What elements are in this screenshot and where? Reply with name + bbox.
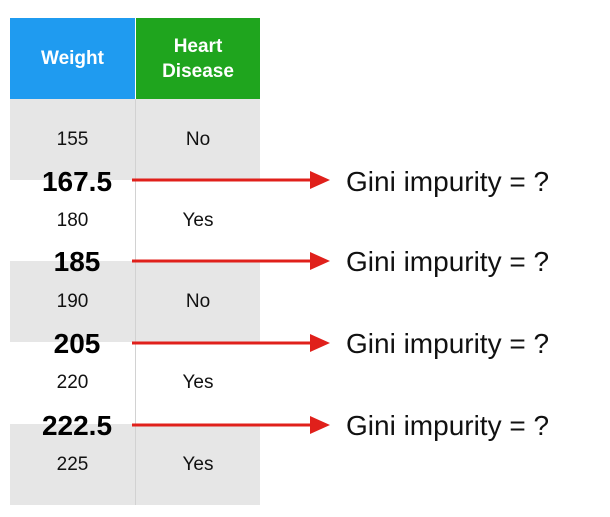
table-row: 180 Yes [10, 180, 260, 261]
gini-impurity-label: Gini impurity = ? [346, 166, 550, 197]
arrow-icon [132, 334, 330, 352]
heart-disease-cell: No [185, 290, 211, 312]
arrow-icon [132, 252, 330, 270]
heart-disease-cell: Yes [182, 209, 214, 231]
arrow-icon [132, 171, 330, 189]
heart-disease-cell: No [185, 128, 211, 150]
threshold-value: 222.5 [41, 410, 113, 441]
weight-column-header: Weight [10, 18, 135, 99]
column-divider [135, 99, 136, 505]
heart-disease-column-header: Heart Disease [136, 18, 260, 99]
heart-disease-cell: Yes [182, 453, 214, 475]
weight-header-label: Weight [41, 48, 104, 69]
heart-disease-header-line2: Disease [162, 60, 234, 82]
heart-disease-cell: Yes [182, 371, 214, 393]
weight-cell: 225 [56, 453, 89, 475]
gini-impurity-label: Gini impurity = ? [346, 246, 550, 277]
heart-disease-header-line1: Heart [173, 35, 223, 57]
weight-cell: 155 [56, 128, 89, 150]
table-row: 220 Yes [10, 342, 260, 423]
weight-cell: 180 [56, 209, 89, 231]
threshold-value: 185 [53, 246, 101, 277]
threshold-value: 167.5 [41, 166, 113, 197]
gini-impurity-label: Gini impurity = ? [346, 410, 550, 441]
arrow-icon [132, 416, 330, 434]
gini-impurity-label: Gini impurity = ? [346, 328, 550, 359]
weight-cell: 220 [56, 371, 89, 393]
threshold-value: 205 [53, 328, 101, 359]
weight-cell: 190 [56, 290, 89, 312]
